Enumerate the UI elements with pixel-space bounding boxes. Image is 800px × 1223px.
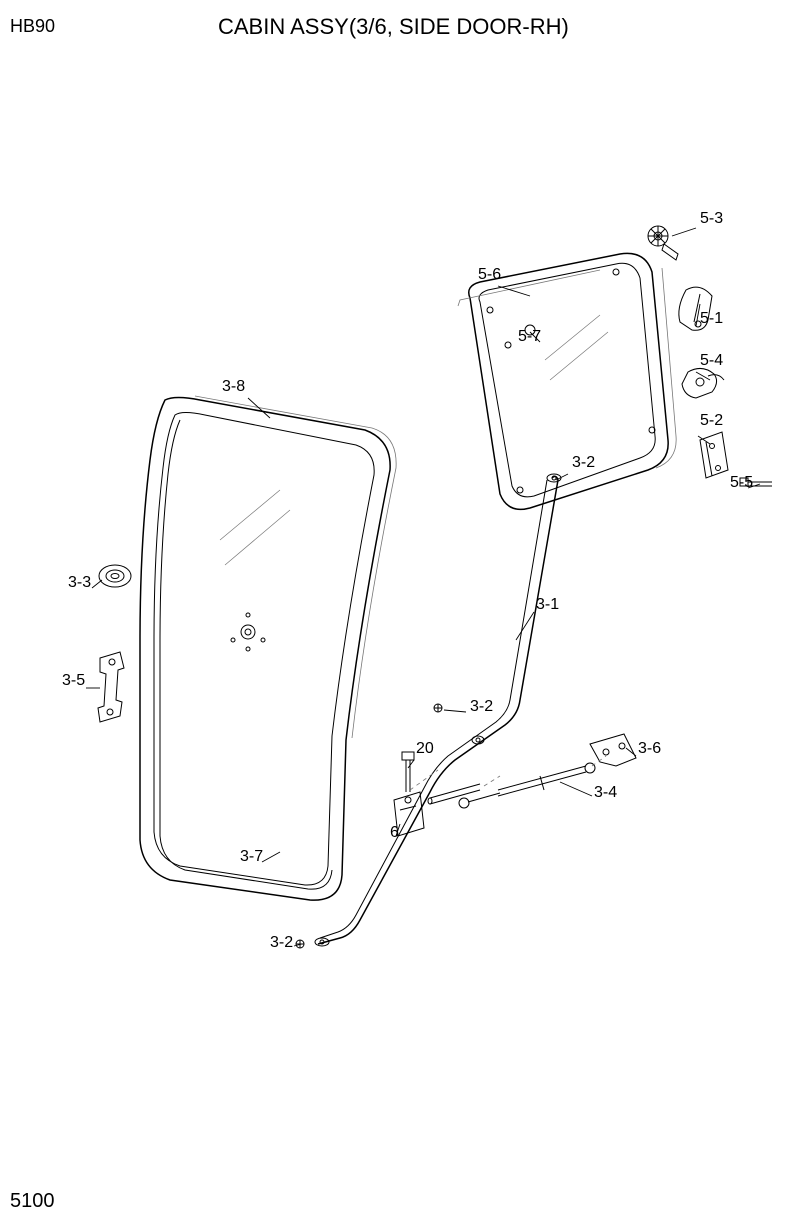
callout-3-4: 3-4 xyxy=(594,784,617,802)
callout-20: 20 xyxy=(416,740,434,758)
callout-5-2: 5-2 xyxy=(700,412,723,430)
callout-3-2c: 3-2 xyxy=(270,934,293,952)
callout-3-7: 3-7 xyxy=(240,848,263,866)
callout-5-1: 5-1 xyxy=(700,310,723,328)
exploded-diagram xyxy=(0,0,800,1223)
callout-3-5: 3-5 xyxy=(62,672,85,690)
callout-6: 6 xyxy=(390,824,399,842)
callout-5-3: 5-3 xyxy=(700,210,723,228)
callout-5-6: 5-6 xyxy=(478,266,501,284)
callout-3-3: 3-3 xyxy=(68,574,91,592)
callout-3-2a: 3-2 xyxy=(572,454,595,472)
callout-5-7: 5-7 xyxy=(518,328,541,346)
callout-3-2b: 3-2 xyxy=(470,698,493,716)
page: HB90 CABIN ASSY(3/6, SIDE DOOR-RH) 5100 xyxy=(0,0,800,1223)
callout-3-8: 3-8 xyxy=(222,378,245,396)
callout-3-6: 3-6 xyxy=(638,740,661,758)
callout-5-5: 5-5 xyxy=(730,474,753,492)
callout-5-4: 5-4 xyxy=(700,352,723,370)
callout-3-1: 3-1 xyxy=(536,596,559,614)
